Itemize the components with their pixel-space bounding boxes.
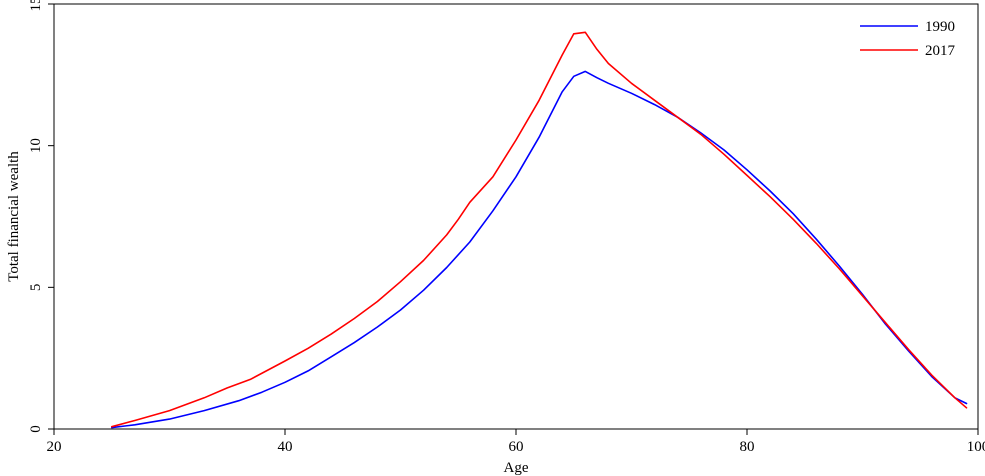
series-line-1990 — [111, 70, 968, 429]
plot-frame — [53, 3, 979, 430]
x-tick-label: 20 — [47, 439, 62, 455]
axes: 20 40 60 80 100 0 5 10 15 — [28, 0, 985, 455]
y-tick-label: 5 — [28, 284, 44, 292]
x-axis-title: Age — [504, 460, 529, 476]
series-line-2017 — [111, 31, 968, 428]
y-tick-label: 15 — [28, 0, 44, 12]
legend: 1990 2017 — [860, 19, 956, 59]
x-tick-label: 100 — [967, 439, 985, 455]
y-axis-title: Total financial wealth — [6, 151, 22, 282]
legend-label-1990: 1990 — [925, 19, 955, 35]
y-tick-label: 10 — [28, 138, 44, 153]
series-group — [111, 31, 968, 429]
x-tick-label: 80 — [740, 439, 755, 455]
x-tick-label: 40 — [278, 439, 293, 455]
x-tick-label: 60 — [509, 439, 524, 455]
legend-label-2017: 2017 — [925, 43, 956, 59]
y-tick-label: 0 — [28, 425, 44, 433]
